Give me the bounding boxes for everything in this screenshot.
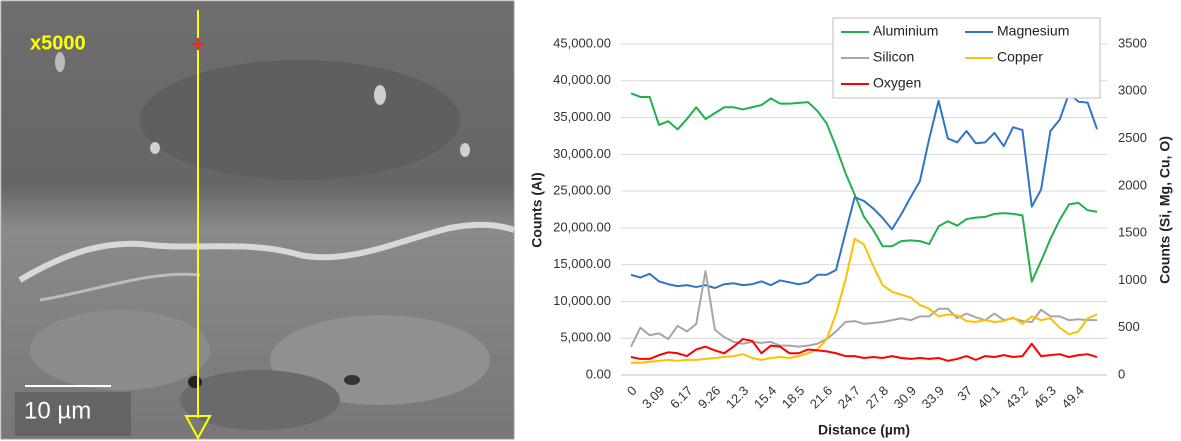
y-tick-label: 10,000.00 — [553, 293, 611, 308]
y-tick-label: 40,000.00 — [553, 72, 611, 87]
magnification: x5000 — [30, 32, 86, 54]
sem-particle — [150, 142, 160, 154]
x-tick-label: 6.17 — [667, 383, 696, 412]
x-tick-label: 12.3 — [723, 383, 752, 412]
sem-pore — [188, 376, 202, 388]
x-tick-label: 24.7 — [835, 383, 864, 412]
sem-region — [140, 60, 460, 180]
x-tick-label: 37 — [954, 383, 975, 404]
x-tick-label: 18.5 — [779, 383, 808, 412]
x-tick-label: 30.9 — [891, 383, 920, 412]
y-tick-label: 15,000.00 — [553, 256, 611, 271]
sem-particle — [55, 52, 65, 72]
chart: 0.00 5,000.00 10,000.00 15,000.00 20,000.00 2… — [529, 18, 1173, 438]
y-tick-label: 35,000.00 — [553, 109, 611, 124]
x-tick-label: 27.8 — [863, 383, 892, 412]
y2-tick-label: 500 — [1118, 319, 1140, 334]
legend-label: Silicon — [873, 49, 914, 65]
y2-tick-label: 3000 — [1118, 83, 1147, 98]
x-axis-title: Distance (µm) — [818, 422, 910, 438]
legend-label: Aluminium — [873, 23, 938, 39]
y-tick-label: 0.00 — [586, 366, 611, 381]
y-tick-label: 5,000.00 — [560, 330, 611, 345]
sem-image: x5000 10 µm — [1, 1, 514, 439]
y2-tick-label: 2500 — [1118, 130, 1147, 145]
series-line — [631, 339, 1097, 361]
legend-label: Magnesium — [997, 23, 1069, 39]
sem-particle — [460, 143, 470, 157]
sem-particle — [374, 85, 386, 105]
x-tick-label: 40.1 — [975, 383, 1004, 412]
series-line — [631, 93, 1097, 281]
x-tick-label: 46.3 — [1030, 383, 1059, 412]
legend-label: Oxygen — [873, 75, 921, 91]
y-tick-label: 25,000.00 — [553, 183, 611, 198]
x-tick-label: 0 — [624, 383, 640, 399]
x-tick-label: 15.4 — [751, 383, 780, 412]
y-tick-label: 45,000.00 — [553, 35, 611, 50]
y2-tick-label: 3500 — [1118, 35, 1147, 50]
series-line — [631, 93, 1097, 288]
y2-tick-label: 1000 — [1118, 272, 1147, 287]
y2-tick-label: 1500 — [1118, 225, 1147, 240]
legend: Aluminium Magnesium Silicon Copper Oxygen — [833, 18, 1100, 98]
y2-tick-label: 0 — [1118, 366, 1125, 381]
y-axis-title: Counts (Al) — [529, 172, 545, 247]
y2-axis-title: Counts (Si, Mg, Cu, O) — [1157, 136, 1173, 284]
legend-label: Copper — [997, 49, 1043, 65]
x-tick-label: 21.6 — [807, 383, 836, 412]
page: x5000 10 µm 0.00 5,000.00 10,000.00 15,000.… — [0, 0, 1181, 441]
y-tick-label: 20,000.00 — [553, 219, 611, 234]
x-tick-label: 43.2 — [1002, 383, 1031, 412]
sem-pore — [344, 375, 360, 385]
x-tick-label: 9.26 — [695, 383, 724, 412]
sem-region — [30, 310, 210, 390]
sem-region — [180, 370, 340, 430]
series-line — [631, 271, 1097, 347]
scale-bar-label: 10 µm — [24, 397, 91, 424]
x-tick-label: 49.4 — [1058, 383, 1087, 412]
y-tick-label: 30,000.00 — [553, 146, 611, 161]
x-tick-label: 3.09 — [639, 383, 668, 412]
x-tick-label: 33.9 — [919, 383, 948, 412]
y2-tick-label: 2000 — [1118, 177, 1147, 192]
